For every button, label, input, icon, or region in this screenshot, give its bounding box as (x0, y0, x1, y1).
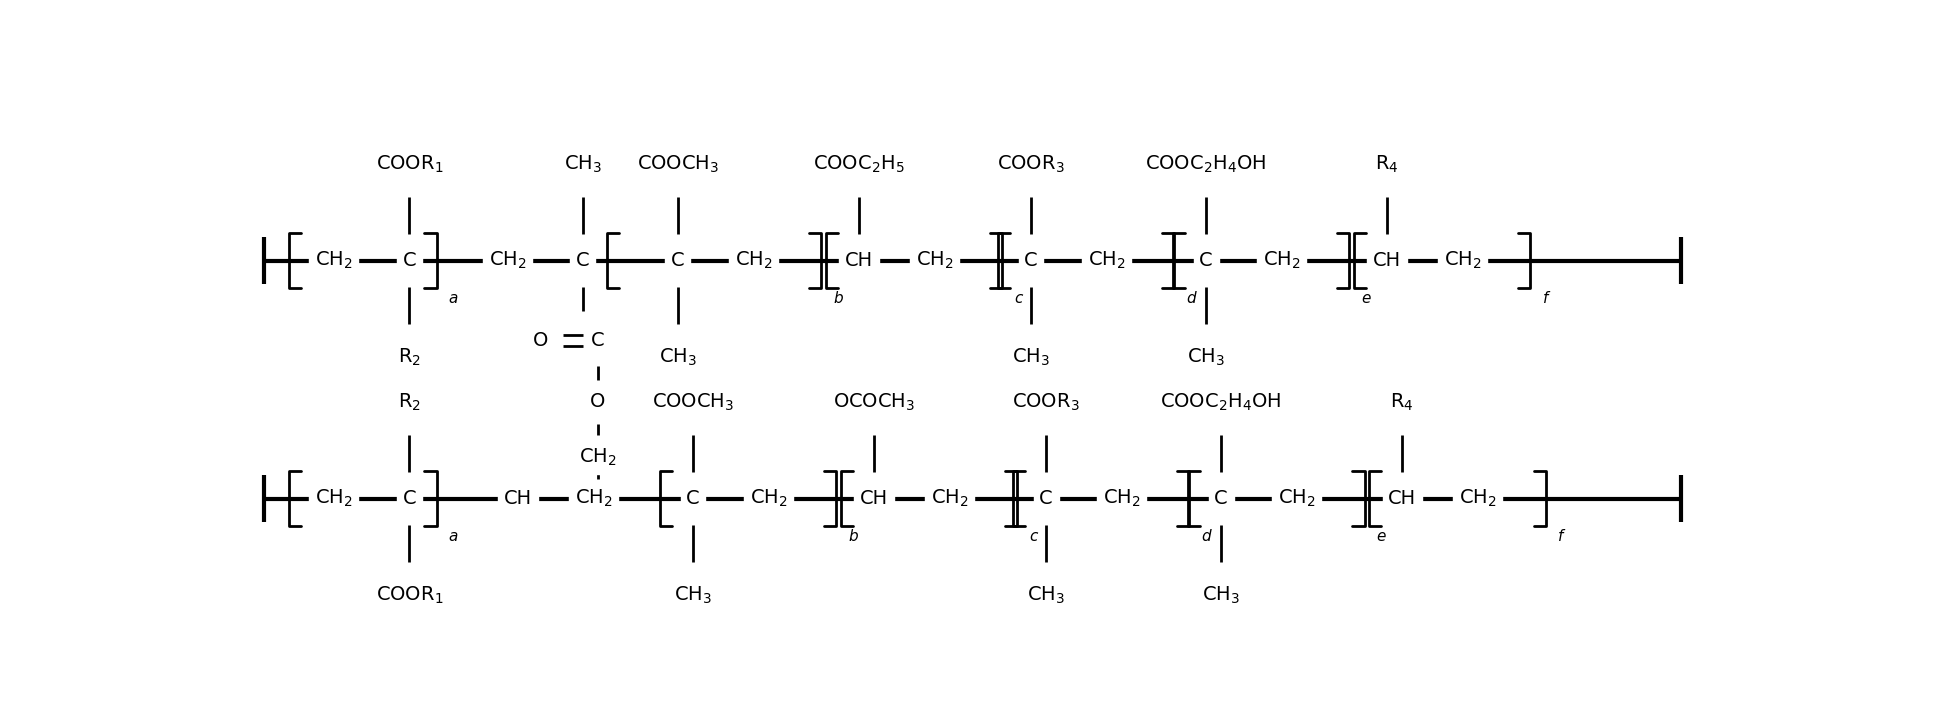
Text: C: C (1199, 251, 1213, 270)
Text: $\mathregular{CH_2}$: $\mathregular{CH_2}$ (1102, 488, 1141, 509)
Text: e: e (1377, 529, 1386, 544)
Text: $\mathregular{CH_2}$: $\mathregular{CH_2}$ (1088, 250, 1125, 271)
Text: d: d (1186, 291, 1195, 306)
Text: R$_2$: R$_2$ (397, 392, 421, 413)
Text: COOCH$_3$: COOCH$_3$ (637, 154, 718, 175)
Text: b: b (849, 529, 859, 544)
Text: c: c (1014, 291, 1022, 306)
Text: COOR$_1$: COOR$_1$ (376, 585, 444, 606)
Text: CH$_3$: CH$_3$ (1201, 585, 1240, 606)
Text: C: C (1024, 251, 1038, 270)
Text: COOC$_2$H$_4$OH: COOC$_2$H$_4$OH (1145, 154, 1267, 175)
Text: CH$_3$: CH$_3$ (1028, 585, 1065, 606)
Text: O: O (533, 331, 549, 350)
Text: CH$_3$: CH$_3$ (1188, 347, 1225, 368)
Text: a: a (448, 529, 458, 544)
Text: c: c (1030, 529, 1038, 544)
Text: COOR$_3$: COOR$_3$ (1012, 392, 1081, 413)
Text: f: f (1542, 291, 1548, 306)
Text: $\mathregular{CH_2}$: $\mathregular{CH_2}$ (734, 250, 773, 271)
Text: C: C (592, 331, 606, 350)
Text: $\mathregular{CH_2}$: $\mathregular{CH_2}$ (750, 488, 787, 509)
Text: d: d (1201, 529, 1211, 544)
Text: CH$_3$: CH$_3$ (658, 347, 697, 368)
Text: $\mathregular{CH_2}$: $\mathregular{CH_2}$ (315, 488, 352, 509)
Text: C: C (1215, 489, 1229, 508)
Text: COOCH$_3$: COOCH$_3$ (652, 392, 734, 413)
Text: $\mathregular{CH_2}$: $\mathregular{CH_2}$ (1445, 250, 1482, 271)
Text: R$_4$: R$_4$ (1390, 392, 1414, 413)
Text: $\mathregular{CH_2}$: $\mathregular{CH_2}$ (1277, 488, 1316, 509)
Text: COOC$_2$H$_5$: COOC$_2$H$_5$ (814, 154, 905, 175)
Text: $\mathregular{CH_2}$: $\mathregular{CH_2}$ (931, 488, 968, 509)
Text: C: C (403, 489, 417, 508)
Text: e: e (1361, 291, 1371, 306)
Text: CH: CH (1388, 489, 1415, 508)
Text: R$_2$: R$_2$ (397, 347, 421, 368)
Text: CH$_2$: CH$_2$ (578, 446, 617, 468)
Text: C: C (672, 251, 685, 270)
Text: $\mathregular{CH_2}$: $\mathregular{CH_2}$ (915, 250, 954, 271)
Text: COOR$_3$: COOR$_3$ (997, 154, 1065, 175)
Text: $\mathregular{CH_2}$: $\mathregular{CH_2}$ (574, 488, 611, 509)
Text: R$_4$: R$_4$ (1375, 154, 1400, 175)
Text: COOR$_1$: COOR$_1$ (376, 154, 444, 175)
Text: CH$_3$: CH$_3$ (565, 154, 602, 175)
Text: f: f (1558, 529, 1563, 544)
Text: $\mathregular{CH_2}$: $\mathregular{CH_2}$ (1264, 250, 1301, 271)
Text: b: b (833, 291, 843, 306)
Text: CH: CH (1373, 251, 1402, 270)
Text: CH: CH (861, 489, 888, 508)
Text: $\mathregular{CH_2}$: $\mathregular{CH_2}$ (315, 250, 352, 271)
Text: $\mathregular{CH_2}$: $\mathregular{CH_2}$ (489, 250, 526, 271)
Text: COOC$_2$H$_4$OH: COOC$_2$H$_4$OH (1160, 392, 1281, 413)
Text: C: C (576, 251, 590, 270)
Text: C: C (403, 251, 417, 270)
Text: CH$_3$: CH$_3$ (674, 585, 713, 606)
Text: C: C (685, 489, 699, 508)
Text: CH: CH (504, 489, 532, 508)
Text: O: O (590, 393, 606, 411)
Text: OCOCH$_3$: OCOCH$_3$ (833, 392, 915, 413)
Text: CH: CH (845, 251, 872, 270)
Text: $\mathregular{CH_2}$: $\mathregular{CH_2}$ (1458, 488, 1497, 509)
Text: CH$_3$: CH$_3$ (1012, 347, 1049, 368)
Text: C: C (1040, 489, 1053, 508)
Text: a: a (448, 291, 458, 306)
